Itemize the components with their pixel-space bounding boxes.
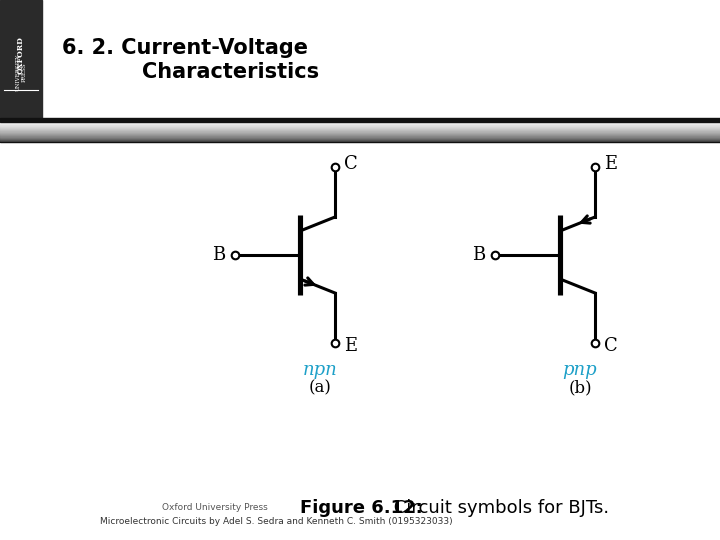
Text: Oxford University Press: Oxford University Press [162, 503, 268, 512]
Text: E: E [604, 155, 617, 173]
Text: (b): (b) [568, 379, 592, 396]
Bar [0, 120, 720, 122]
Bar [0, 122, 720, 123]
Bar [0, 139, 720, 140]
Bar [0, 124, 720, 125]
Bar [0, 124, 720, 125]
Text: C: C [344, 155, 358, 173]
Bar [0, 122, 720, 123]
Bar [0, 137, 720, 138]
Bar [0, 134, 720, 136]
Bar [0, 130, 720, 131]
Bar [0, 120, 720, 121]
Bar [0, 141, 720, 142]
Text: (a): (a) [309, 379, 331, 396]
Text: pnp: pnp [563, 361, 598, 379]
Text: OXFORD: OXFORD [17, 36, 25, 74]
Text: Characteristics: Characteristics [142, 62, 319, 82]
Text: 6. 2. Current-Voltage: 6. 2. Current-Voltage [62, 38, 308, 58]
Text: Figure 6.12:: Figure 6.12: [300, 499, 423, 517]
Bar [0, 132, 720, 133]
Bar [0, 129, 720, 130]
Bar [0, 125, 720, 126]
Bar [0, 0, 720, 120]
Bar [0, 131, 720, 132]
Bar [0, 0, 42, 120]
Bar [0, 132, 720, 133]
Bar [0, 139, 720, 140]
Bar [0, 123, 720, 124]
Bar [0, 140, 720, 141]
Bar [0, 134, 720, 135]
Bar [0, 118, 720, 122]
Bar [0, 126, 720, 127]
Text: C: C [604, 337, 618, 355]
Bar [0, 130, 720, 131]
Text: B: B [212, 246, 225, 264]
Bar [42, 0, 720, 120]
Bar [0, 131, 720, 132]
Bar [0, 138, 720, 139]
Bar [0, 135, 720, 136]
Bar [0, 128, 720, 129]
Bar [0, 138, 720, 139]
Text: Microelectronic Circuits by Adel S. Sedra and Kenneth C. Smith (0195323033): Microelectronic Circuits by Adel S. Sedr… [100, 517, 453, 526]
Text: Circuit symbols for BJTs.: Circuit symbols for BJTs. [388, 499, 609, 517]
Bar [0, 121, 720, 122]
Bar [0, 133, 720, 134]
Text: E: E [344, 337, 357, 355]
Bar [0, 123, 720, 124]
Text: npn: npn [302, 361, 338, 379]
Bar [0, 129, 720, 130]
Bar [0, 137, 720, 138]
Bar [0, 119, 720, 120]
Bar [0, 127, 720, 128]
Bar [0, 136, 720, 137]
Text: UNIVERSITY
PRESS: UNIVERSITY PRESS [16, 53, 27, 91]
Bar [0, 140, 720, 141]
Text: B: B [472, 246, 485, 264]
Bar [0, 136, 720, 137]
Bar [0, 133, 720, 134]
